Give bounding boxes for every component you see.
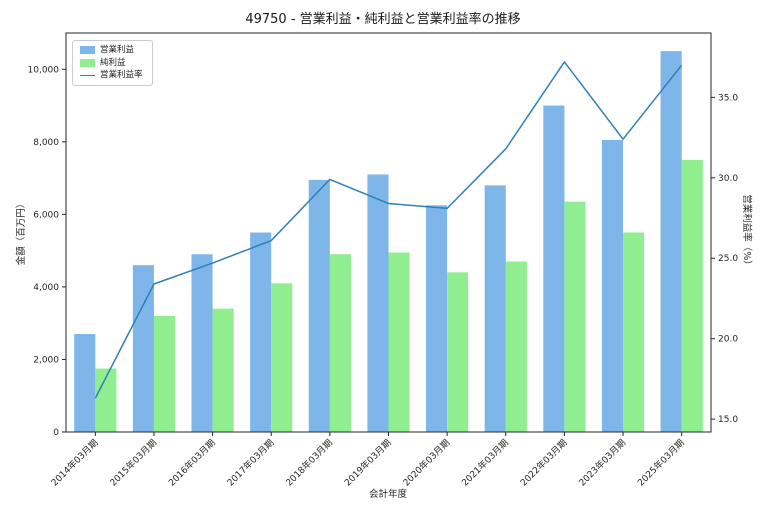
- legend-line-swatch: [80, 74, 95, 76]
- bar-operating-income: [367, 174, 389, 433]
- y-tick-label-right: 25.0: [718, 254, 738, 264]
- y-tick-label-left: 0: [53, 428, 59, 438]
- bar-net-income: [212, 308, 234, 432]
- legend-color-swatch: [80, 46, 95, 55]
- legend-color-swatch: [80, 58, 95, 67]
- bar-net-income: [388, 252, 410, 432]
- x-tick-label: 2019年03月期: [342, 437, 394, 489]
- x-tick-label: 2018年03月期: [283, 437, 335, 489]
- y-tick-label-right: 35.0: [718, 93, 738, 103]
- bar-net-income: [564, 201, 586, 432]
- y-tick-label-right: 15.0: [718, 415, 738, 425]
- y-tick-label-left: 6,000: [33, 210, 59, 220]
- x-tick-label: 2021年03月期: [459, 437, 511, 489]
- y-tick-label-left: 10,000: [28, 65, 60, 75]
- x-tick-label: 2025年03月期: [635, 437, 687, 489]
- bar-operating-income: [426, 205, 448, 432]
- bar-net-income: [153, 315, 176, 432]
- x-tick-label: 2023年03月期: [576, 437, 628, 489]
- y-tick-label-left: 8,000: [33, 138, 59, 148]
- x-tick-label: 2015年03月期: [107, 437, 159, 489]
- x-tick-label: 2022年03月期: [518, 437, 570, 489]
- x-tick-label: 2014年03月期: [49, 437, 101, 489]
- legend-item: 営業利益率: [80, 71, 143, 80]
- bar-operating-income: [132, 265, 154, 432]
- bar-operating-income: [74, 334, 96, 432]
- bar-operating-income: [308, 179, 330, 432]
- x-tick-label: 2017年03月期: [224, 437, 276, 489]
- legend-item: 純利益: [80, 57, 143, 68]
- y-tick-label-right: 30.0: [718, 174, 738, 184]
- bar-net-income: [271, 283, 293, 432]
- bar-operating-income: [250, 232, 272, 432]
- x-axis-label: 会計年度: [368, 489, 407, 500]
- bar-operating-income: [601, 140, 624, 432]
- bar-net-income: [505, 261, 527, 432]
- bar-net-income: [95, 368, 117, 432]
- operating-margin-line: [94, 61, 683, 399]
- bar-operating-income: [191, 254, 213, 432]
- bar-operating-income: [660, 51, 682, 433]
- bar-net-income: [623, 232, 645, 432]
- legend-label: 営業利益率: [100, 70, 143, 80]
- bar-net-income: [681, 159, 703, 433]
- legend-label: 営業利益: [100, 45, 135, 55]
- chart-title: 49750 - 営業利益・純利益と営業利益率の推移: [245, 12, 521, 27]
- y-axis-label-right: 営業利益率（%）: [741, 194, 752, 270]
- legend-label: 純利益: [100, 57, 126, 68]
- legend: 営業利益純利益営業利益率: [72, 40, 153, 86]
- bar-operating-income: [484, 185, 506, 432]
- bar-operating-income: [543, 105, 565, 432]
- x-tick-label: 2016年03月期: [166, 437, 218, 489]
- bar-net-income: [447, 272, 469, 432]
- x-tick-label: 2020年03月期: [400, 437, 452, 489]
- y-tick-label-left: 4,000: [33, 283, 59, 293]
- y-axis-label-left: 金額（百万円）: [16, 198, 27, 266]
- bar-net-income: [329, 254, 351, 432]
- y-tick-label-right: 20.0: [718, 335, 738, 345]
- y-tick-label-left: 2,000: [33, 355, 59, 365]
- legend-item: 営業利益: [80, 46, 143, 55]
